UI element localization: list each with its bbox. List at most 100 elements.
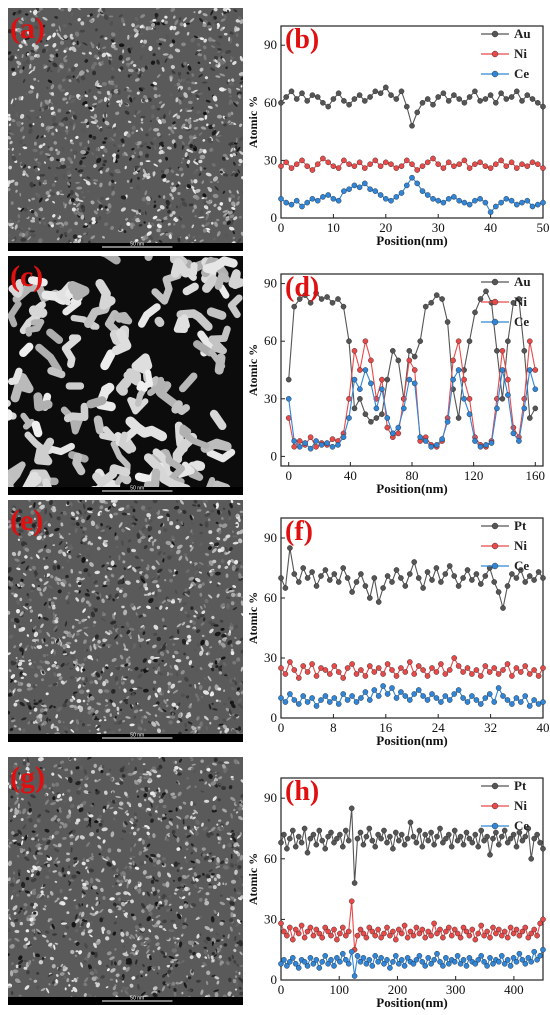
data-point xyxy=(288,88,295,95)
data-point xyxy=(416,827,423,834)
data-point xyxy=(393,96,400,102)
data-point xyxy=(300,693,307,699)
data-point xyxy=(431,920,437,927)
data-point xyxy=(429,691,435,697)
data-point xyxy=(327,577,333,583)
data-point xyxy=(304,928,311,935)
data-point xyxy=(495,671,502,677)
data-point xyxy=(411,559,417,565)
data-point xyxy=(301,934,308,941)
data-point xyxy=(450,376,456,383)
data-point xyxy=(477,159,483,166)
data-point xyxy=(510,831,517,838)
y-tick-label: 0 xyxy=(271,210,278,225)
data-point xyxy=(428,829,434,836)
x-axis-label: Position(nm) xyxy=(376,733,448,748)
data-point xyxy=(409,161,415,167)
y-tick-label: 90 xyxy=(264,790,277,805)
data-point xyxy=(504,934,511,941)
data-point xyxy=(464,699,471,705)
grain-texture xyxy=(8,8,243,251)
data-point xyxy=(398,88,405,95)
data-point xyxy=(360,841,367,848)
data-point xyxy=(505,338,511,344)
x-tick-label: 400 xyxy=(504,982,524,997)
data-point xyxy=(367,161,373,167)
data-point xyxy=(287,924,293,931)
data-point xyxy=(475,930,481,937)
data-point xyxy=(477,443,484,450)
data-point xyxy=(451,926,458,933)
data-point xyxy=(278,163,284,169)
data-point xyxy=(324,440,330,446)
data-point xyxy=(296,579,302,585)
data-point xyxy=(328,956,334,963)
data-point xyxy=(313,290,319,297)
data-point xyxy=(384,691,391,697)
x-tick-label: 40 xyxy=(537,720,550,735)
data-point xyxy=(404,835,411,842)
data-point xyxy=(295,930,302,937)
data-point xyxy=(325,960,331,967)
data-point xyxy=(345,837,352,844)
data-point xyxy=(507,835,514,842)
data-point xyxy=(508,159,515,166)
data-point xyxy=(411,671,417,677)
data-point xyxy=(337,958,343,965)
data-point xyxy=(381,930,387,937)
legend-marker xyxy=(491,782,499,790)
data-point xyxy=(424,697,431,703)
data-point xyxy=(494,405,500,412)
data-point xyxy=(461,100,468,106)
data-point xyxy=(372,932,378,939)
data-point xyxy=(463,963,470,969)
data-point xyxy=(491,579,497,585)
data-point xyxy=(335,669,342,675)
data-point xyxy=(349,589,355,595)
y-tick-label: 60 xyxy=(264,590,277,605)
data-point xyxy=(526,367,533,373)
data-point xyxy=(358,667,364,673)
data-point xyxy=(477,98,483,104)
data-point xyxy=(335,442,341,448)
data-point xyxy=(380,683,386,689)
panel-label: (e) xyxy=(10,504,43,537)
data-point xyxy=(406,376,413,383)
data-point xyxy=(451,958,458,965)
data-point xyxy=(393,165,400,171)
data-point xyxy=(522,579,529,585)
data-point xyxy=(477,581,484,587)
data-point xyxy=(460,924,467,931)
data-point xyxy=(516,932,523,939)
data-point xyxy=(378,934,384,941)
data-point xyxy=(525,934,532,941)
data-point xyxy=(491,699,497,705)
data-point xyxy=(491,665,497,671)
data-point xyxy=(440,934,446,941)
data-point xyxy=(300,565,307,571)
data-point xyxy=(513,88,520,95)
data-point xyxy=(384,573,391,579)
data-point xyxy=(525,954,532,961)
y-tick-label: 60 xyxy=(264,851,277,866)
data-point xyxy=(340,924,346,931)
data-point xyxy=(319,837,325,844)
data-point xyxy=(384,661,391,667)
data-point xyxy=(431,841,437,848)
data-point xyxy=(278,695,284,701)
data-point xyxy=(307,445,314,452)
data-point xyxy=(540,199,546,206)
data-point xyxy=(428,300,434,306)
data-point xyxy=(475,956,481,963)
data-point xyxy=(472,960,479,967)
data-point xyxy=(351,182,358,189)
data-point xyxy=(460,956,467,963)
data-point xyxy=(428,960,434,967)
data-point xyxy=(340,303,347,310)
data-point xyxy=(395,837,402,844)
data-point xyxy=(477,701,484,707)
data-point xyxy=(320,155,326,162)
legend-marker xyxy=(491,318,499,326)
data-point xyxy=(495,958,502,965)
data-point xyxy=(483,442,489,448)
